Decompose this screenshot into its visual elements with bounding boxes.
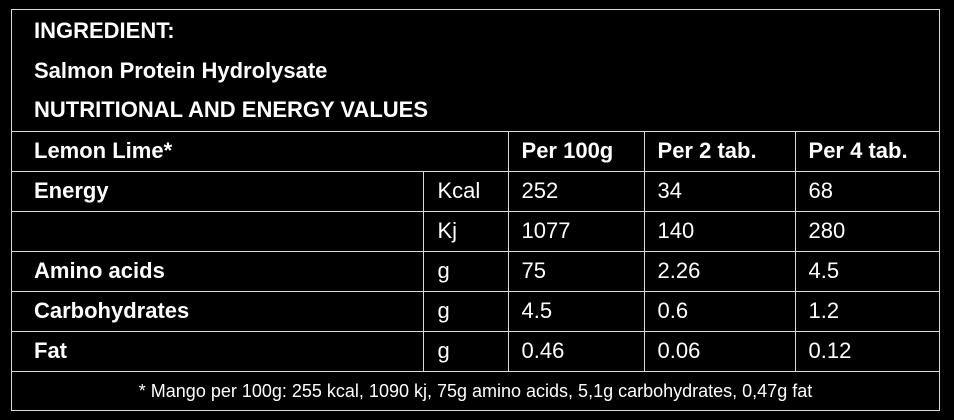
column-header-per-2-tab: Per 2 tab. <box>643 131 796 172</box>
mango-footnote: * Mango per 100g: 255 kcal, 1090 kj, 75g… <box>138 381 813 401</box>
row-unit: g <box>422 330 509 372</box>
ingredient-header: INGREDIENT: Salmon Protein Hydrolysate N… <box>12 10 939 132</box>
cell-per-4-tab: 0.12 <box>794 330 940 372</box>
cell-per-2-tab: 0.06 <box>643 330 796 372</box>
nutrition-label: INGREDIENT: Salmon Protein Hydrolysate N… <box>11 9 940 411</box>
cell-per-100g: 4.5 <box>507 290 645 332</box>
cell-per-100g: 252 <box>507 170 645 212</box>
row-unit: Kcal <box>422 170 509 212</box>
table-header-row: Lemon Lime* Per 100g Per 2 tab. Per 4 ta… <box>12 131 940 172</box>
ingredient-name: Salmon Protein Hydrolysate <box>34 58 328 83</box>
row-label-fat: Fat <box>12 330 424 372</box>
row-label-energy: Energy <box>12 170 424 212</box>
cell-per-2-tab: 34 <box>643 170 796 212</box>
cell-per-2-tab: 0.6 <box>643 290 796 332</box>
cell-per-2-tab: 140 <box>643 210 796 252</box>
row-label-energy-kj <box>12 210 424 252</box>
table-row: Kj 1077 140 280 <box>12 210 940 252</box>
cell-per-4-tab: 4.5 <box>794 250 940 292</box>
nutrition-section-title: NUTRITIONAL AND ENERGY VALUES <box>34 97 428 122</box>
row-label-amino-acids: Amino acids <box>12 250 424 292</box>
row-unit: g <box>422 250 509 292</box>
flavor-header: Lemon Lime* <box>12 131 509 172</box>
cell-per-4-tab: 68 <box>794 170 940 212</box>
column-header-per-100g: Per 100g <box>507 131 645 172</box>
cell-per-100g: 0.46 <box>507 330 645 372</box>
nutrition-table: Lemon Lime* Per 100g Per 2 tab. Per 4 ta… <box>12 131 940 372</box>
cell-per-100g: 75 <box>507 250 645 292</box>
row-unit: Kj <box>422 210 509 252</box>
column-header-per-4-tab: Per 4 tab. <box>794 131 940 172</box>
table-row: Energy Kcal 252 34 68 <box>12 170 940 212</box>
cell-per-4-tab: 280 <box>794 210 940 252</box>
table-row: Carbohydrates g 4.5 0.6 1.2 <box>12 290 940 332</box>
table-row: Amino acids g 75 2.26 4.5 <box>12 250 940 292</box>
row-label-carbohydrates: Carbohydrates <box>12 290 424 332</box>
cell-per-100g: 1077 <box>507 210 645 252</box>
ingredient-title: INGREDIENT: <box>34 18 175 43</box>
table-row: Fat g 0.46 0.06 0.12 <box>12 330 940 372</box>
row-unit: g <box>422 290 509 332</box>
cell-per-2-tab: 2.26 <box>643 250 796 292</box>
cell-per-4-tab: 1.2 <box>794 290 940 332</box>
